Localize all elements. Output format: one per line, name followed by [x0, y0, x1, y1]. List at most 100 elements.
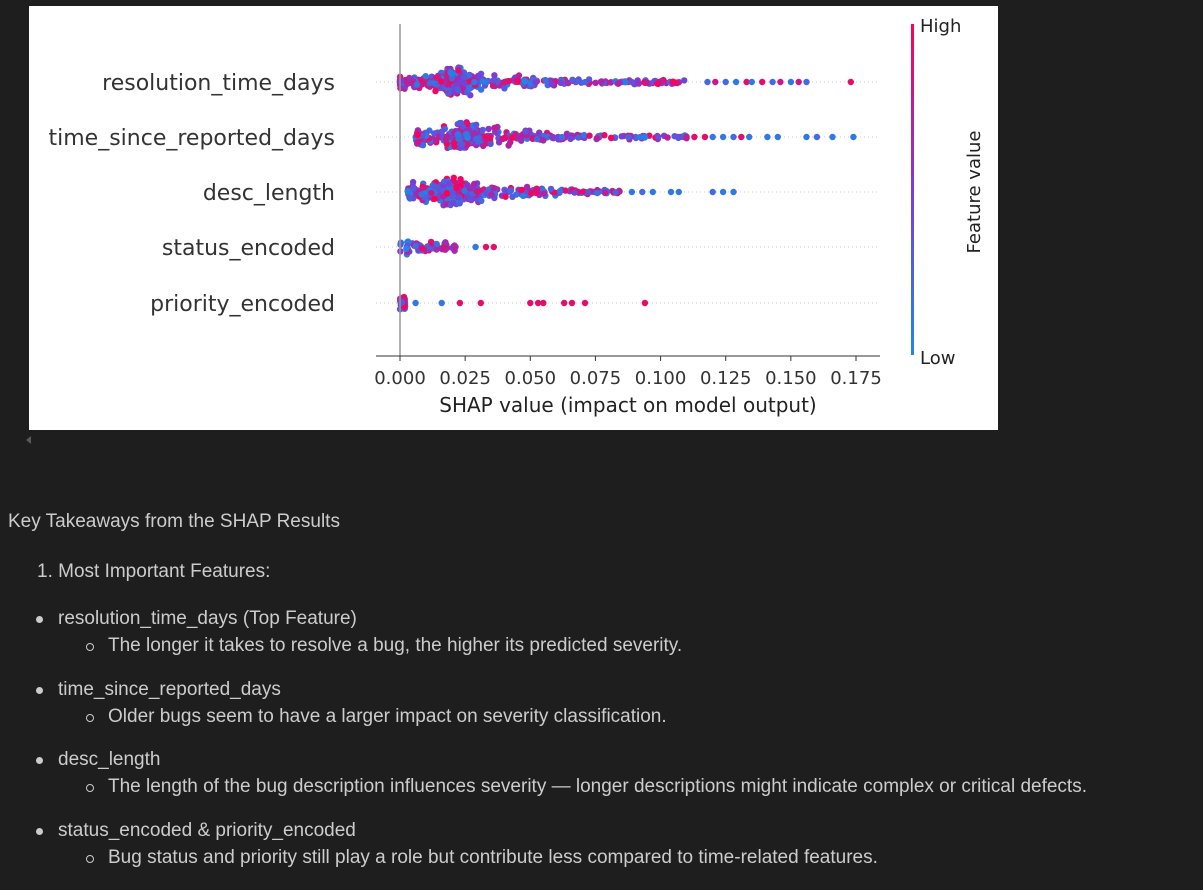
shap-point — [456, 299, 464, 307]
takeaways-heading: Key Takeaways from the SHAP Results — [8, 511, 340, 532]
shap-point — [769, 78, 776, 86]
shap-point — [463, 130, 470, 138]
shap-point — [675, 188, 682, 196]
shap-point — [449, 189, 456, 196]
shap-point — [534, 299, 542, 307]
shap-point — [580, 131, 588, 139]
shap-point — [490, 243, 497, 251]
shap-point — [466, 195, 473, 202]
shap-point — [557, 79, 564, 87]
shap-point — [489, 77, 497, 84]
shap-point — [448, 70, 455, 77]
shap-point — [471, 130, 478, 137]
shap-point — [635, 80, 642, 87]
shap-point — [746, 133, 753, 141]
shap-point — [473, 188, 481, 195]
list-item-title: status_encoded & priority_encoded — [58, 820, 356, 841]
shap-point — [777, 78, 784, 86]
shap-point — [628, 78, 636, 86]
shap-point — [419, 81, 426, 88]
shap-point — [458, 79, 465, 86]
shap-point — [412, 242, 419, 250]
shap-point — [479, 126, 486, 134]
shap-point — [533, 189, 541, 196]
shap-point — [433, 246, 440, 253]
colorbar-high-label: High — [920, 16, 961, 37]
shap-point — [581, 299, 589, 307]
bullet-icon — [36, 687, 43, 694]
shap-point — [433, 74, 440, 81]
feature-label: resolution_time_days — [102, 71, 335, 96]
shap-point — [540, 299, 547, 307]
shap-point — [764, 133, 771, 141]
shap-point — [701, 133, 709, 141]
shap-point — [691, 133, 698, 141]
shap-point — [414, 132, 421, 139]
scroll-left-arrow-icon[interactable] — [26, 436, 31, 444]
shap-point — [671, 133, 678, 140]
shap-point — [472, 243, 479, 251]
shap-summary-plot: resolution_time_days time_since_reported_… — [29, 6, 998, 430]
shap-point — [847, 78, 854, 86]
shap-point — [643, 79, 650, 86]
shap-point — [471, 180, 478, 188]
x-tick-label: 0.150 — [765, 368, 817, 389]
shap-point — [732, 78, 740, 86]
shap-point — [654, 80, 661, 87]
sub-bullet-icon — [86, 714, 94, 722]
shap-point — [567, 135, 574, 143]
shap-point — [414, 139, 422, 146]
shap-point — [453, 184, 460, 191]
shap-point — [488, 191, 495, 198]
shap-point — [481, 133, 489, 140]
shap-point — [480, 142, 487, 150]
shap-point — [477, 86, 485, 93]
shap-point — [730, 188, 737, 196]
shap-point — [561, 299, 568, 307]
shap-point — [431, 130, 438, 137]
list-item-detail: The longer it takes to resolve a bug, th… — [108, 635, 683, 656]
colorbar — [911, 24, 914, 355]
shap-point — [487, 133, 494, 141]
shap-point — [667, 188, 675, 196]
shap-point — [413, 81, 421, 88]
shap-point — [487, 140, 494, 148]
shap-point — [850, 133, 857, 141]
bullet-icon — [36, 828, 43, 835]
feature-label: priority_encoded — [150, 292, 335, 317]
shap-point — [548, 81, 556, 88]
list-item-detail: Older bugs seem to have a larger impact … — [108, 706, 667, 727]
shap-point — [409, 178, 417, 186]
shap-point — [485, 125, 492, 133]
shap-point — [432, 137, 440, 144]
x-axis-title: SHAP value (impact on model output) — [439, 393, 816, 417]
shap-point — [465, 85, 473, 93]
shap-point — [412, 299, 419, 307]
shap-point — [456, 193, 463, 201]
bullet-icon — [36, 616, 43, 623]
shap-point — [669, 78, 676, 86]
shap-point — [479, 78, 487, 85]
shap-point — [641, 299, 649, 307]
shap-point — [774, 133, 781, 141]
shap-point — [428, 189, 435, 197]
shap-point — [451, 242, 458, 249]
shap-point — [460, 74, 468, 81]
shap-point — [580, 188, 587, 195]
shap-point — [441, 178, 448, 185]
shap-point — [618, 133, 625, 140]
shap-point — [813, 133, 821, 141]
list-item-detail: Bug status and priority still play a rol… — [108, 847, 878, 868]
sub-bullet-icon — [86, 784, 94, 792]
shap-point — [509, 134, 516, 141]
shap-point — [598, 78, 605, 85]
list-item-title: desc_length — [58, 749, 161, 770]
shap-point — [556, 188, 564, 195]
shap-point — [450, 199, 457, 206]
shap-point — [594, 189, 601, 197]
shap-point — [542, 76, 549, 84]
shap-point — [438, 299, 445, 307]
shap-point — [442, 136, 450, 143]
shap-point — [664, 134, 671, 141]
shap-point — [418, 191, 425, 198]
